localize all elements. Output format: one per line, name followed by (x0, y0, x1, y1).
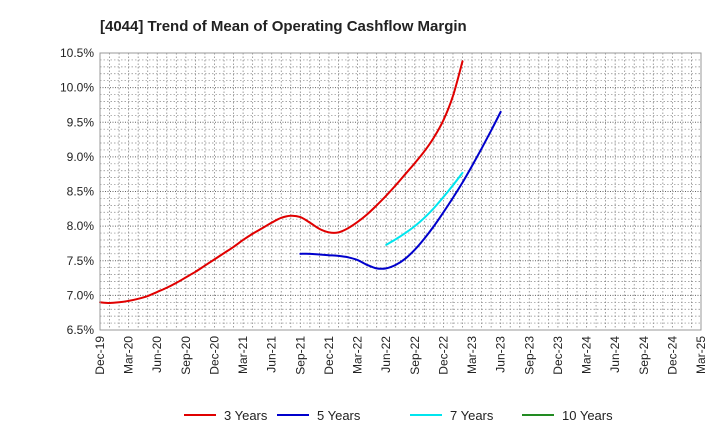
y-axis-tick-labels: 6.5% 7.0% 7.5% 8.0% 8.5% 9.0% 9.5% 10.0% 10.5% (60, 46, 94, 337)
series-line-3-years (99, 60, 464, 304)
y-tick-label: 9.5% (67, 115, 95, 129)
x-tick-label: Sep-22 (408, 336, 422, 375)
y-tick-label: 9.0% (67, 150, 95, 164)
x-tick-label: Mar-21 (236, 336, 250, 374)
y-tick-label: 8.0% (67, 219, 95, 233)
x-tick-label: Dec-23 (551, 336, 565, 375)
chart-title: [4044] Trend of Mean of Operating Cashfl… (100, 18, 467, 35)
x-tick-label: Sep-20 (179, 336, 193, 375)
series-line-7-years (385, 171, 464, 246)
y-tick-label: 8.5% (67, 185, 95, 199)
x-tick-label: Jun-22 (379, 336, 393, 373)
y-tick-label: 10.5% (60, 46, 94, 60)
x-tick-label: Jun-24 (608, 336, 622, 373)
legend-label-7-years: 7 Years (450, 408, 494, 423)
x-axis-tick-labels: Dec-19 Mar-20 Jun-20 Sep-20 Dec-20 Mar-21 Jun-… (93, 336, 708, 375)
y-tick-label: 10.0% (60, 81, 94, 95)
x-tick-label: Jun-21 (265, 336, 279, 373)
legend-label-5-years: 5 Years (317, 408, 361, 423)
grid-layer (100, 53, 701, 330)
x-tick-label: Dec-19 (93, 336, 107, 375)
plot-area-frame (99, 52, 702, 331)
x-tick-label: Sep-21 (293, 336, 307, 375)
x-tick-label: Jun-23 (494, 336, 508, 373)
y-tick-label: 6.5% (67, 323, 95, 337)
x-tick-label: Dec-22 (436, 336, 450, 375)
x-tick-label: Dec-24 (665, 336, 679, 375)
x-tick-label: Jun-20 (150, 336, 164, 373)
x-tick-label: Sep-24 (637, 336, 651, 375)
x-tick-label: Mar-20 (122, 336, 136, 374)
y-tick-label: 7.5% (67, 254, 95, 268)
y-tick-label: 7.0% (67, 288, 95, 302)
series-layer (99, 60, 502, 304)
series-line-5-years (299, 110, 502, 270)
x-tick-label: Sep-23 (522, 336, 536, 375)
x-tick-label: Dec-20 (207, 336, 221, 375)
x-tick-label: Dec-21 (322, 336, 336, 375)
legend-label-10-years: 10 Years (562, 408, 613, 423)
x-tick-label: Mar-24 (580, 336, 594, 374)
x-tick-label: Mar-25 (694, 336, 708, 374)
legend-label-3-years: 3 Years (224, 408, 268, 423)
legend: 3 Years 5 Years 7 Years 10 Years (184, 408, 613, 423)
x-tick-label: Mar-23 (465, 336, 479, 374)
x-tick-label: Mar-22 (351, 336, 365, 374)
